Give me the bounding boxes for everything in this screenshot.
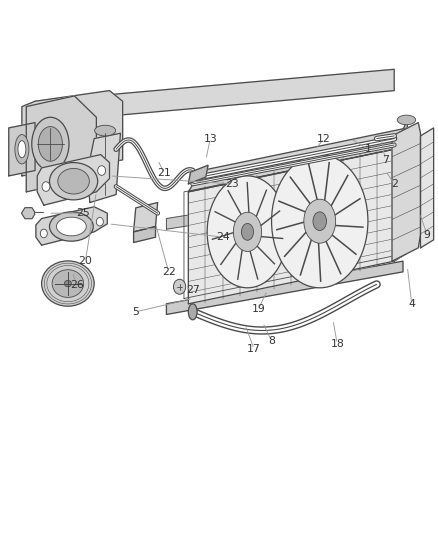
Text: 13: 13	[203, 134, 217, 143]
Ellipse shape	[188, 304, 197, 320]
Polygon shape	[21, 208, 35, 219]
Ellipse shape	[32, 117, 69, 171]
Ellipse shape	[272, 155, 368, 288]
Text: 18: 18	[330, 339, 344, 349]
Text: 19: 19	[251, 304, 265, 314]
Polygon shape	[22, 91, 123, 176]
Ellipse shape	[39, 127, 63, 161]
Ellipse shape	[49, 212, 93, 241]
Polygon shape	[188, 149, 394, 304]
Text: 21: 21	[157, 168, 171, 178]
Polygon shape	[9, 123, 35, 176]
Circle shape	[98, 166, 106, 175]
Text: 9: 9	[424, 230, 431, 239]
Text: 23: 23	[225, 179, 239, 189]
Text: 1: 1	[364, 144, 371, 154]
Ellipse shape	[313, 212, 326, 230]
Polygon shape	[392, 123, 420, 261]
Circle shape	[173, 279, 186, 294]
Text: 24: 24	[216, 232, 230, 242]
Text: 8: 8	[268, 336, 275, 346]
Text: 27: 27	[186, 286, 200, 295]
Text: 25: 25	[76, 208, 90, 218]
Polygon shape	[35, 69, 394, 123]
Text: 5: 5	[132, 307, 139, 317]
Text: 4: 4	[408, 299, 415, 309]
Polygon shape	[134, 203, 158, 232]
Text: 2: 2	[391, 179, 398, 189]
Text: 7: 7	[382, 155, 389, 165]
Ellipse shape	[42, 261, 94, 306]
Ellipse shape	[49, 163, 98, 200]
Ellipse shape	[58, 168, 89, 194]
Ellipse shape	[207, 176, 288, 288]
Ellipse shape	[233, 212, 261, 252]
Polygon shape	[37, 155, 110, 205]
Ellipse shape	[57, 217, 86, 236]
Text: 22: 22	[162, 267, 176, 277]
Ellipse shape	[18, 141, 26, 158]
Text: 26: 26	[70, 280, 84, 290]
Polygon shape	[134, 227, 155, 243]
Text: 20: 20	[78, 256, 92, 266]
Ellipse shape	[397, 115, 416, 125]
Text: 17: 17	[247, 344, 261, 354]
Polygon shape	[36, 207, 107, 245]
Circle shape	[40, 229, 47, 238]
Ellipse shape	[52, 270, 84, 297]
Text: 12: 12	[317, 134, 331, 143]
Ellipse shape	[241, 223, 254, 240]
Polygon shape	[394, 120, 407, 261]
Circle shape	[42, 182, 50, 191]
Ellipse shape	[15, 134, 29, 164]
Ellipse shape	[64, 280, 71, 287]
Ellipse shape	[304, 199, 336, 243]
Polygon shape	[166, 261, 403, 314]
Ellipse shape	[95, 125, 116, 136]
Polygon shape	[188, 128, 407, 192]
Polygon shape	[166, 181, 403, 229]
Polygon shape	[188, 165, 208, 184]
Polygon shape	[88, 133, 120, 203]
Polygon shape	[26, 96, 96, 192]
Circle shape	[96, 217, 103, 226]
Polygon shape	[420, 128, 434, 248]
